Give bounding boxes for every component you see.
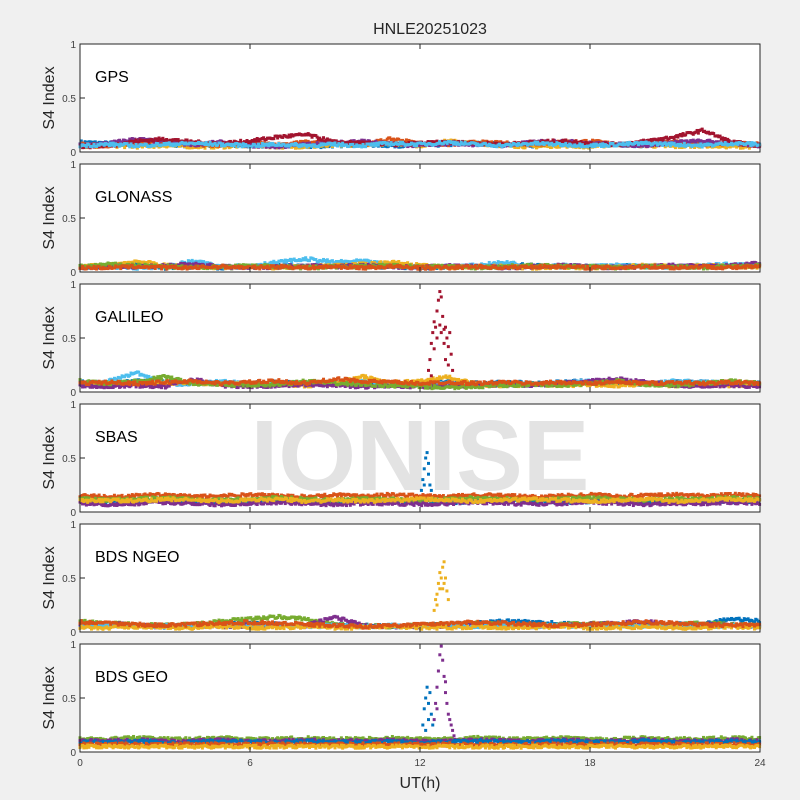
panel-background	[80, 44, 760, 152]
data-point	[724, 146, 728, 150]
data-point	[420, 145, 424, 149]
data-point	[728, 145, 732, 149]
data-point	[394, 139, 398, 143]
data-point	[718, 145, 722, 149]
data-point	[550, 145, 554, 149]
data-point	[599, 144, 603, 148]
data-point	[194, 144, 198, 148]
data-point	[693, 145, 697, 149]
data-point	[490, 140, 494, 144]
data-point	[123, 146, 127, 150]
data-point	[379, 260, 383, 264]
data-point	[691, 141, 695, 145]
data-point	[747, 146, 751, 150]
watermark: IONISE	[251, 400, 590, 512]
data-point	[574, 139, 578, 143]
data-point	[277, 146, 281, 150]
data-point	[738, 146, 742, 150]
data-point	[415, 144, 419, 148]
data-point	[546, 145, 550, 149]
data-point	[682, 141, 686, 145]
data-point	[721, 145, 725, 149]
data-point	[714, 145, 718, 149]
data-point	[152, 145, 156, 149]
data-point	[223, 146, 227, 150]
data-point	[355, 140, 359, 144]
data-point	[93, 140, 97, 144]
data-point	[325, 144, 329, 148]
data-point	[118, 138, 122, 142]
panel-gps	[78, 127, 762, 150]
data-point	[197, 146, 201, 150]
panel-backgrounds	[80, 44, 760, 752]
data-point	[517, 146, 521, 150]
data-point	[197, 144, 201, 148]
watermark-layer: IONISE	[251, 400, 590, 512]
data-point	[407, 138, 411, 142]
data-point	[446, 144, 450, 148]
data-point	[592, 139, 596, 143]
data-point	[304, 139, 308, 143]
data-point	[584, 138, 588, 142]
data-point	[135, 146, 139, 150]
data-point	[695, 128, 699, 132]
data-point	[189, 144, 193, 148]
panel-background	[80, 284, 760, 392]
data-point	[301, 139, 305, 143]
data-point	[721, 136, 725, 140]
data-point	[188, 146, 192, 150]
data-point	[735, 145, 739, 149]
data-point	[388, 136, 392, 140]
data-point	[283, 258, 287, 262]
data-point	[611, 141, 615, 145]
data-point	[308, 141, 311, 145]
data-point	[203, 146, 207, 150]
data-point	[130, 137, 134, 141]
data-point	[680, 146, 684, 150]
panel-background	[80, 164, 760, 272]
data-point	[523, 146, 527, 150]
data-point	[313, 140, 317, 144]
data-layer	[78, 127, 762, 750]
data-point	[79, 139, 83, 143]
data-point	[212, 146, 216, 150]
panel-background	[80, 524, 760, 632]
panel-background	[80, 644, 760, 752]
data-point	[268, 145, 272, 149]
data-point	[322, 136, 326, 140]
data-point	[696, 131, 700, 135]
data-point	[259, 144, 263, 148]
data-point	[505, 140, 509, 144]
chart-title: HNLE20251023	[373, 21, 487, 38]
data-point	[472, 139, 476, 143]
data-point	[673, 146, 677, 150]
